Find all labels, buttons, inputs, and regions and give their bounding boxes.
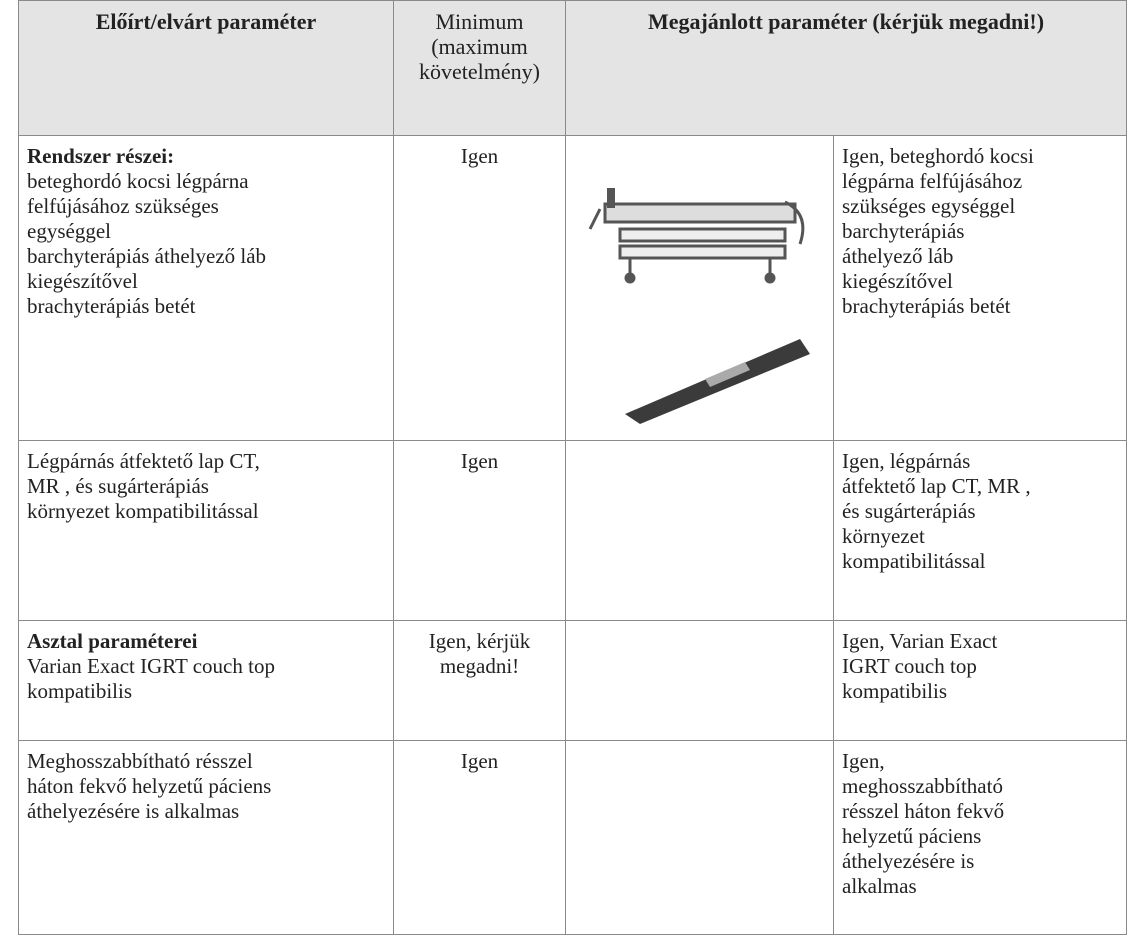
minimum-cell: Igen, kérjük megadni! [393, 620, 566, 741]
param-line: beteghordó kocsi légpárna [27, 169, 249, 193]
offer-line: alkalmas [842, 874, 917, 898]
header-cell: Megajánlott paraméter (kérjük megadni!) [565, 0, 1127, 136]
offer-line: Igen, légpárnás [842, 449, 971, 473]
param-line: Meghosszabbítható résszel [27, 749, 253, 773]
header-cell: Előírt/elvárt paraméter [18, 0, 394, 136]
table-row: Meghosszabbítható résszel háton fekvő hel… [18, 740, 1127, 935]
header-text: Megajánlott paraméter (kérjük megadni!) [647, 9, 1045, 34]
minimum-cell: Igen [393, 135, 566, 441]
offer-line: Igen, [842, 749, 885, 773]
header-text: Minimum [435, 9, 524, 34]
param-line: MR , és sugárterápiás [27, 474, 209, 498]
offer-line: résszel háton fekvő [842, 799, 1005, 823]
parameter-table: Előírt/elvárt paraméter Minimum (maximum kö… [18, 0, 1127, 935]
offer-line: IGRT couch top [842, 654, 977, 678]
param-line: Légpárnás átfektető lap CT, [27, 449, 260, 473]
header-row: Előírt/elvárt paraméter Minimum (maximum kö… [18, 0, 1127, 136]
offer-line: és sugárterápiás [842, 499, 976, 523]
param-cell: Asztal paraméterei Varian Exact IGRT couc… [18, 620, 394, 741]
param-title: Rendszer részei: [27, 144, 175, 168]
offer-line: áthelyezésére is [842, 849, 975, 873]
image-cell [565, 620, 834, 741]
offer-line: átfektető lap CT, MR , [842, 474, 1031, 498]
header-text: követelmény) [419, 59, 540, 84]
offer-cell: Igen, Varian Exact IGRT couch top kompatib… [833, 620, 1127, 741]
offer-cell: Igen, beteghordó kocsi légpárna felfújásá… [833, 135, 1127, 441]
offer-line: kompatibilis [842, 679, 947, 703]
couch-image [588, 188, 810, 424]
minimum-line: megadni! [439, 654, 520, 678]
offer-line: meghosszabbítható [842, 774, 1003, 798]
offer-line: helyzetű páciens [842, 824, 982, 848]
offer-line: brachyterápiás betét [842, 294, 1011, 318]
offer-cell: Igen, meghosszabbítható résszel háton fekv… [833, 740, 1127, 935]
image-cell [565, 740, 834, 935]
offer-line: Igen, beteghordó kocsi [842, 144, 1034, 168]
minimum-line: Igen [460, 449, 499, 473]
minimum-line: Igen [460, 144, 499, 168]
param-line: brachyterápiás betét [27, 294, 196, 318]
param-title: Asztal paraméterei [27, 629, 198, 653]
image-cell [565, 135, 834, 441]
image-cell [565, 440, 834, 621]
minimum-cell: Igen [393, 740, 566, 935]
minimum-cell: Igen [393, 440, 566, 621]
header-cell: Minimum (maximum követelmény) [393, 0, 566, 136]
param-cell: Rendszer részei: beteghordó kocsi légpárn… [18, 135, 394, 441]
param-line: kiegészítővel [27, 269, 138, 293]
offer-line: kiegészítővel [842, 269, 953, 293]
param-cell: Meghosszabbítható résszel háton fekvő hel… [18, 740, 394, 935]
param-line: áthelyezésére is alkalmas [27, 799, 240, 823]
table-row: Asztal paraméterei Varian Exact IGRT couc… [18, 620, 1127, 741]
param-line: Varian Exact IGRT couch top [27, 654, 275, 678]
param-line: környezet kompatibilitással [27, 499, 259, 523]
table-row: Légpárnás átfektető lap CT, MR , és sugár… [18, 440, 1127, 621]
offer-line: barchyterápiás [842, 219, 965, 243]
param-line: felfújásához szükséges [27, 194, 219, 218]
table-row: Rendszer részei: beteghordó kocsi légpárn… [18, 135, 1127, 441]
minimum-line: Igen, kérjük [428, 629, 531, 653]
offer-line: környezet [842, 524, 925, 548]
header-text: Előírt/elvárt paraméter [95, 9, 317, 34]
minimum-line: Igen [460, 749, 499, 773]
offer-cell: Igen, légpárnás átfektető lap CT, MR , és … [833, 440, 1127, 621]
offer-line: Igen, Varian Exact [842, 629, 998, 653]
param-line: kompatibilis [27, 679, 132, 703]
header-text: (maximum [431, 34, 528, 59]
offer-line: szükséges egységgel [842, 194, 1016, 218]
offer-line: kompatibilitással [842, 549, 986, 573]
offer-line: légpárna felfújásához [842, 169, 1023, 193]
param-line: háton fekvő helyzetű páciens [27, 774, 272, 798]
param-cell: Légpárnás átfektető lap CT, MR , és sugár… [18, 440, 394, 621]
param-line: barchyterápiás áthelyező láb [27, 244, 267, 268]
offer-line: áthelyező láb [842, 244, 954, 268]
param-line: egységgel [27, 219, 111, 243]
